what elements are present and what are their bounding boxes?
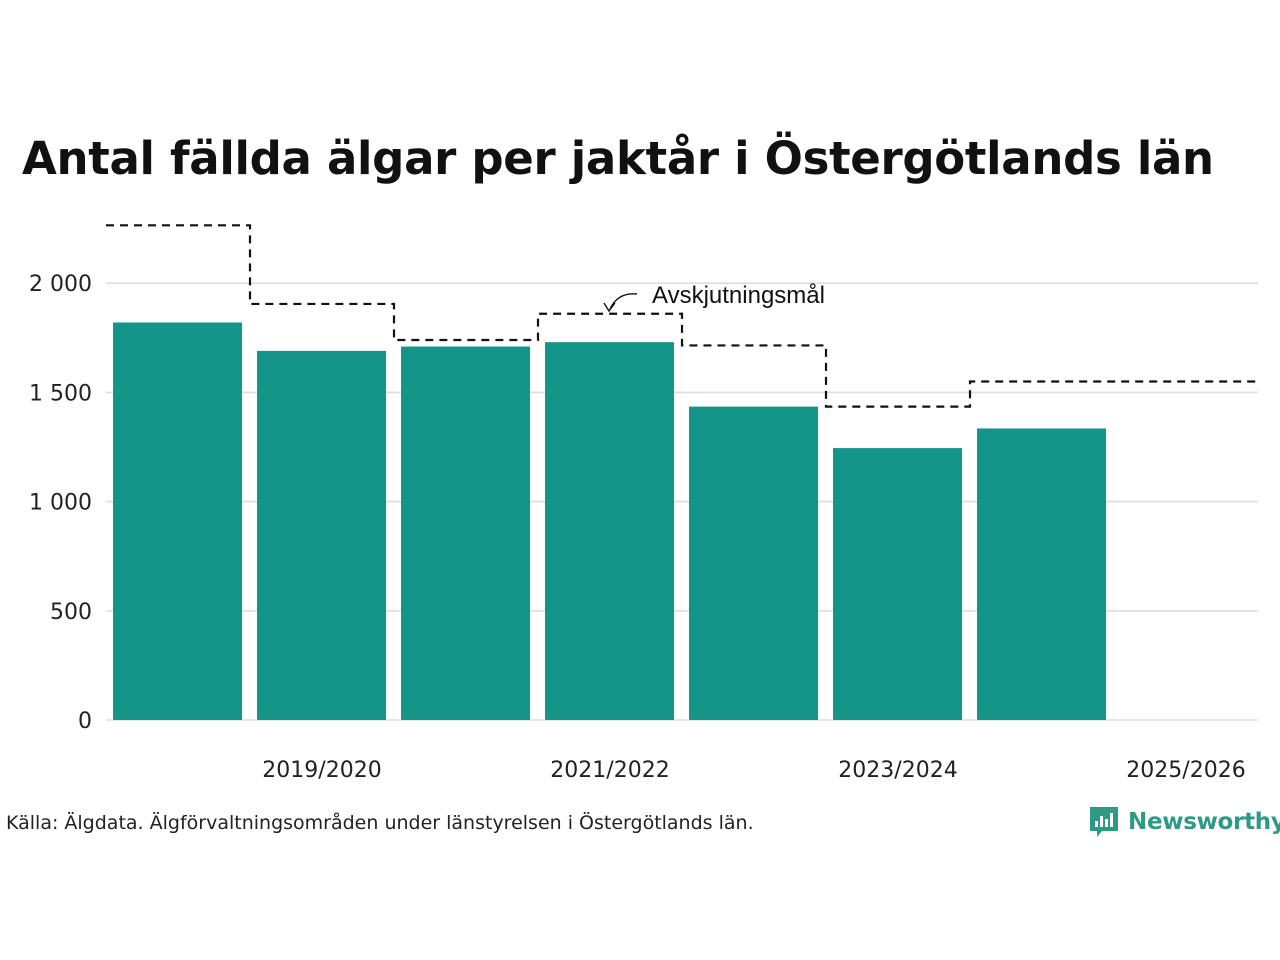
y-tick-label: 1 500 [29, 381, 92, 406]
bar-2021/2022 [545, 342, 674, 720]
x-tick-label: 2019/2020 [262, 758, 381, 783]
bar-2018/2019 [113, 322, 242, 720]
annotation-label: Avskjutningsmål [652, 282, 825, 309]
brand-logo: Newsworthy [1088, 805, 1280, 839]
y-tick-label: 1 000 [29, 491, 92, 516]
bar-2024/2025 [977, 428, 1106, 720]
bar-2023/2024 [833, 448, 962, 720]
x-tick-label: 2021/2022 [550, 758, 669, 783]
y-tick-label: 2 000 [29, 272, 92, 297]
y-tick-label: 500 [50, 600, 92, 625]
source-note: Källa: Älgdata. Älgförvaltningsområden u… [6, 812, 754, 834]
annotation-arrowhead [603, 302, 616, 313]
chart-speech-bubble-icon [1090, 807, 1118, 837]
target-line [106, 224, 1258, 408]
bar-2022/2023 [689, 406, 818, 720]
brand-name: Newsworthy [1128, 809, 1280, 835]
bar-2019/2020 [257, 350, 386, 720]
chart-title: Antal fällda älgar per jaktår i Östergöt… [22, 132, 1214, 185]
x-tick-label: 2025/2026 [1126, 758, 1245, 783]
annotation-arrow [609, 293, 638, 310]
y-tick-label: 0 [78, 709, 92, 734]
x-tick-label: 2023/2024 [838, 758, 957, 783]
bar-2020/2021 [401, 346, 530, 720]
